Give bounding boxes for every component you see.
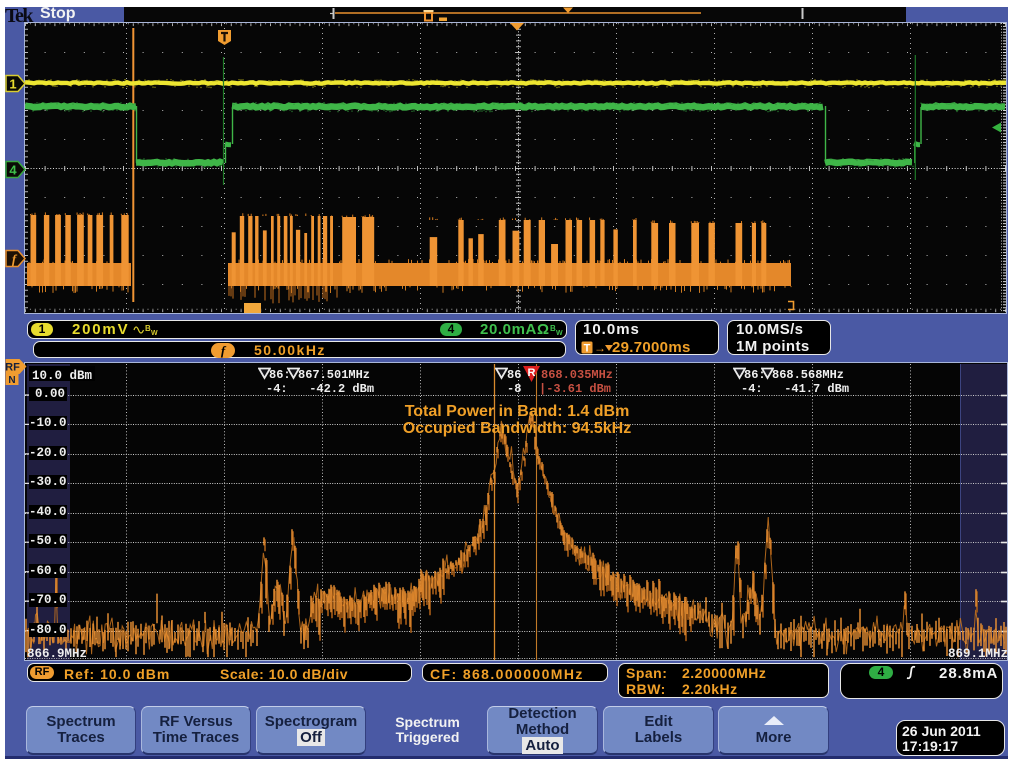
svg-text:B: B: [145, 324, 151, 333]
svg-text:N: N: [8, 375, 15, 386]
svg-text:4: 4: [9, 163, 17, 178]
svg-text:W: W: [151, 330, 158, 336]
svg-text:f: f: [12, 252, 18, 267]
svg-text:T: T: [584, 343, 591, 355]
svg-text:→: →: [594, 341, 606, 355]
svg-text:RF: RF: [5, 362, 20, 374]
svg-text:W: W: [556, 330, 563, 336]
svg-text:R: R: [528, 367, 536, 379]
svg-text:1: 1: [9, 77, 16, 92]
svg-text:B: B: [550, 324, 556, 333]
